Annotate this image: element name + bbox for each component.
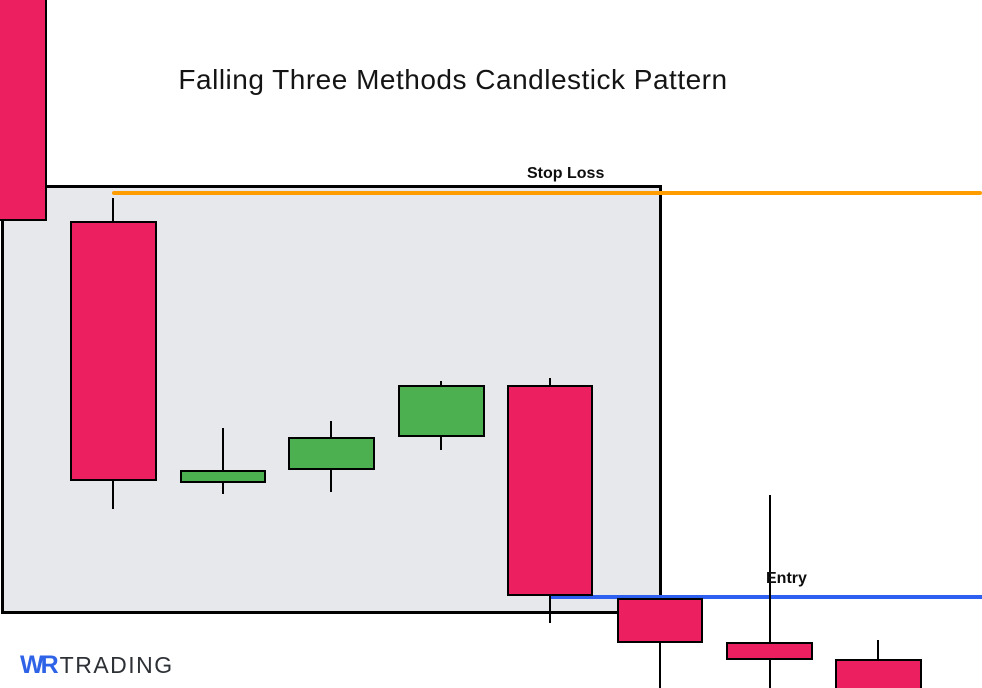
candle-body-bearish	[617, 598, 703, 643]
candle-body-bullish	[288, 437, 375, 470]
entry-label: Entry	[766, 570, 807, 587]
logo-wr-mark: WR	[20, 651, 59, 679]
candle-body-bearish	[726, 642, 813, 660]
candle-body-bearish	[507, 385, 593, 596]
candle-wick	[769, 495, 771, 688]
logo-trading-text: TRADING	[59, 652, 174, 678]
candle-body-bearish	[835, 659, 922, 688]
candle-body-bullish	[180, 470, 266, 483]
candle-wick	[659, 598, 661, 688]
stop-loss-label: Stop Loss	[527, 165, 605, 182]
candle-wick	[877, 640, 879, 660]
candle-body-bearish	[0, 0, 47, 221]
candle-wick	[222, 428, 224, 494]
entry-line	[549, 595, 982, 599]
candle-body-bullish	[398, 385, 485, 437]
chart-title: Falling Three Methods Candlestick Patter…	[178, 64, 728, 95]
stop-loss-line	[112, 191, 982, 195]
wr-trading-logo: WR TRADING	[20, 651, 174, 680]
candle-body-bearish	[70, 221, 157, 481]
